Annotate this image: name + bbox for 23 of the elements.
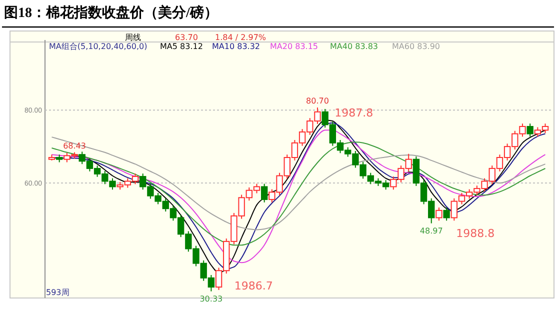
annotation: 1987.8 — [334, 106, 374, 120]
candlestick — [260, 183, 268, 203]
annotation: 1986.7 — [234, 280, 273, 293]
annotation: 1988.8 — [456, 227, 495, 240]
text: MA10 83.32 — [212, 42, 260, 51]
text: MA60 83.90 — [392, 42, 440, 51]
annotation: 30.33 — [200, 294, 223, 304]
text: MA5 83.12 — [160, 42, 203, 51]
chart-title: 图18：棉花指数收盘价（美分/磅） — [4, 4, 218, 21]
candlestick — [436, 207, 442, 222]
annotation: 63.70 — [175, 33, 198, 42]
candlestick — [526, 123, 534, 138]
annotation: 593周 — [46, 288, 70, 297]
text: MA40 83.83 — [330, 42, 378, 51]
line-series — [51, 142, 546, 246]
annotation: 1.84 / 2.97% — [215, 33, 266, 42]
annotation: 80.70 — [306, 96, 329, 106]
annotation: MA组合(5,10,20,40,60,0) — [49, 42, 148, 51]
annotation: 周线 — [125, 33, 141, 42]
annotation: 48.97 — [420, 226, 443, 236]
candlestick — [443, 207, 450, 222]
text: MA20 83.15 — [270, 42, 318, 51]
annotation: 68.43 — [63, 141, 86, 150]
